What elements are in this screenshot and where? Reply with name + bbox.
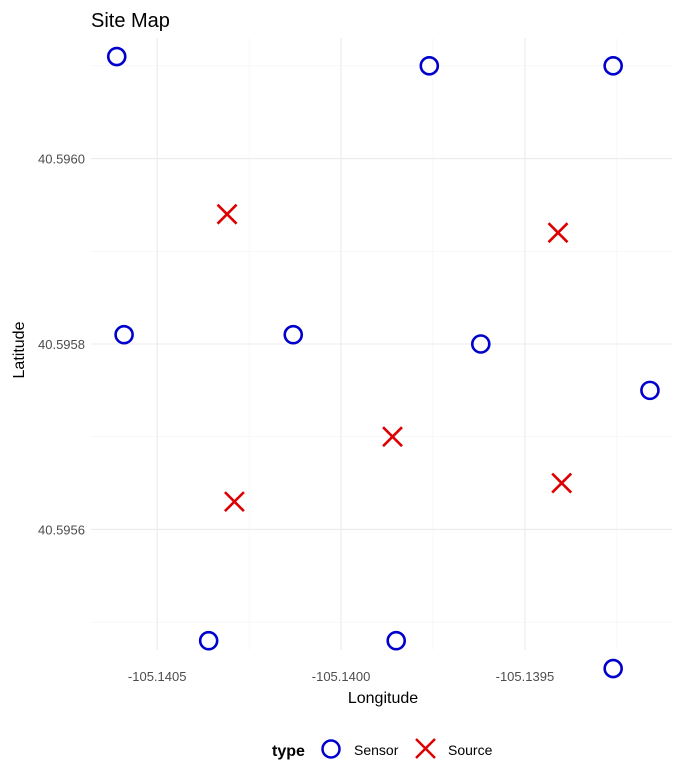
sensor-point [419, 56, 440, 76]
y-axis-title: Latitude [11, 321, 28, 378]
legend-sensor-key [321, 739, 341, 759]
x-tick-label: -105.1395 [496, 669, 555, 684]
legend-title: type [272, 743, 305, 760]
sensor-point [603, 56, 623, 76]
plot-grid [91, 38, 672, 650]
x-axis-title: Longitude [348, 690, 418, 707]
y-tick-label: 40.5960 [38, 152, 85, 167]
source-point [223, 491, 245, 513]
sensor-point [603, 658, 623, 679]
data-points [106, 46, 660, 679]
source-point [551, 472, 573, 494]
y-axis-ticks: 40.5956 40.5958 40.5960 [38, 152, 85, 538]
sensor-point [198, 630, 219, 651]
source-point [547, 222, 569, 244]
x-axis-ticks: -105.1405 -105.1400 -105.1395 [128, 669, 554, 684]
y-tick-label: 40.5956 [38, 522, 85, 537]
source-point [216, 203, 238, 225]
x-tick-label: -105.1405 [128, 669, 187, 684]
legend-source-label: Source [448, 742, 493, 758]
legend-source-key [415, 738, 436, 759]
sensor-point [114, 324, 134, 345]
y-tick-label: 40.5958 [38, 337, 85, 352]
sensor-point [283, 324, 304, 345]
source-point [382, 426, 403, 448]
legend-sensor-label: Sensor [354, 742, 399, 758]
sensor-point [386, 630, 407, 651]
chart-title: Site Map [91, 10, 170, 32]
legend: type Sensor Source [272, 738, 493, 760]
sensor-point [470, 334, 491, 354]
x-tick-label: -105.1400 [312, 669, 371, 684]
sensor-point [640, 380, 660, 401]
sensor-point [106, 46, 127, 67]
